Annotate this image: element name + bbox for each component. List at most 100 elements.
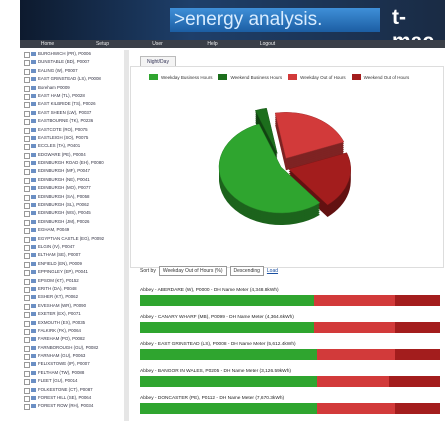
scrollbar[interactable] (124, 50, 129, 421)
meter-label: Abbey - CANARY WHARF (MB), P0099 - DH Na… (140, 315, 294, 320)
meter-label: Abbey - BANGOR IN WALES, P0205 - DH Name… (140, 369, 291, 374)
pie-slice (274, 112, 345, 159)
site-item[interactable]: EAST KILBRIDE (TS), P0026 (20, 100, 124, 109)
bar-segment (317, 403, 395, 414)
legend-item: Weekend Business Hours (218, 74, 282, 80)
meter-bar (140, 376, 440, 387)
site-item[interactable]: EPPINGLEY (EP), P0041 (20, 268, 124, 277)
pie-slice (218, 123, 321, 214)
pie-slice (254, 107, 278, 154)
site-item[interactable]: FARNHAM (GU), P0063 (20, 352, 124, 361)
site-item[interactable]: EASTCOTE (RO), P0075 (20, 126, 124, 134)
site-item[interactable]: EPSOM (KT), P0152 (20, 277, 124, 285)
site-item[interactable]: EDINBURGH (WS), P0045 (20, 209, 124, 218)
bar-segment (317, 349, 395, 360)
bar-segment (140, 349, 317, 360)
nav-item[interactable]: User (152, 41, 163, 47)
meter-bar (140, 349, 440, 360)
bar-segment (395, 322, 440, 333)
site-item[interactable]: Boreham P0009 (20, 84, 124, 92)
legend-label: Weekend Business Hours (230, 74, 283, 80)
sort-field[interactable]: Weekday Out of Hours (%) (158, 266, 227, 276)
sort-order[interactable]: Descending (229, 266, 264, 276)
legend-swatch (149, 74, 158, 80)
legend-swatch (218, 74, 228, 80)
legend-label: Weekend Out of Hours (363, 74, 410, 80)
site-item[interactable]: EALING (W), P0007 (20, 67, 124, 76)
legend-label: Weekday Business Hours (161, 74, 213, 80)
site-item[interactable]: ELTHAM (SE), P0007 (20, 251, 124, 260)
nav-item[interactable]: Home (40, 41, 55, 47)
bar-segment (395, 349, 440, 360)
legend-item: Weekend Out of Hours (351, 74, 410, 80)
product-title: >energy analysis. (170, 8, 380, 32)
site-item[interactable]: FAREHAM (PO), P0082 (20, 335, 124, 344)
meter-bar (140, 403, 440, 414)
site-item[interactable]: EDGWARE (PE), P0004 (20, 151, 124, 160)
main-panel: Night/Day Weekday Business Hours Weekend … (130, 50, 445, 421)
site-item[interactable]: ECCLES (TA), P0401 (20, 142, 124, 151)
meter-row: Abbey - BANGOR IN WALES, P0205 - DH Name… (140, 367, 440, 387)
bar-segment (389, 376, 440, 387)
site-item[interactable]: FLEET (GU), P0014 (20, 377, 124, 386)
meter-bar (140, 322, 440, 333)
meter-bar (140, 295, 440, 306)
site-item[interactable]: DUNSTABLE (BD), P0007 (20, 58, 124, 67)
meter-label: Abbey - EAST GRINSTEAD (LS), P0008 - DH … (140, 342, 296, 347)
nav-item[interactable]: Logout (259, 41, 276, 47)
site-item[interactable]: ESHER (KT), P0062 (20, 293, 124, 302)
meter-label: Abbey - ABERDARE (W), P0000 - DH Name Me… (140, 288, 279, 293)
site-item[interactable]: EDINBURGH (SL), P0062 (20, 201, 124, 210)
legend-item: Weekday Business Hours (149, 74, 212, 80)
legend-swatch (351, 74, 361, 80)
chart-panel: Weekday Business Hours Weekend Business H… (130, 66, 444, 268)
tab[interactable]: Night/Day (140, 56, 176, 67)
meter-row: Abbey - DONCASTER (PE), P0112 - DH Name … (140, 394, 440, 414)
site-item[interactable]: EASTLEIGH (SO), P0075 (20, 134, 124, 143)
site-item[interactable]: ELGIN (IV), P0047 (20, 243, 124, 252)
site-item[interactable]: EGHAM, P0049 (20, 226, 124, 235)
site-item[interactable]: EAST HAM (TL), P0028 (20, 92, 124, 101)
site-item[interactable]: EDINBURGH (JM), P0026 (20, 218, 124, 227)
site-item[interactable]: EDINBURGH (MO), P0077 (20, 184, 124, 193)
nav-item[interactable]: Help (207, 41, 218, 47)
legend: Weekday Business Hours Weekend Business H… (149, 74, 409, 80)
site-item[interactable]: EXETER (EX), P0071 (20, 310, 124, 319)
site-item[interactable]: EDINBURGH (SA), P0058 (20, 193, 124, 202)
legend-swatch (288, 74, 298, 80)
pie-side (255, 112, 278, 158)
header-banner: >energy analysis. t-mac (20, 0, 445, 53)
site-item[interactable]: FOREST ROW (RH), P0034 (20, 402, 124, 411)
site-item[interactable]: EDINBURGH (NE), P0041 (20, 176, 124, 185)
site-item[interactable]: BURGHWICH (PR), P0006 (20, 50, 124, 59)
site-item[interactable]: EASTBOURNE (TK), P0236 (20, 117, 124, 126)
site-item[interactable]: ERITH (DA), P0048 (20, 285, 124, 294)
bar-segment (140, 403, 317, 414)
site-item[interactable]: EDINBURGH ROAD (EH), P0080 (20, 159, 124, 168)
nav-item[interactable]: Setup (95, 41, 110, 47)
meter-row: Abbey - ABERDARE (W), P0000 - DH Name Me… (140, 286, 440, 306)
site-item[interactable]: FOREST HILL (SE), P0064 (20, 394, 124, 403)
bar-segment (395, 295, 440, 306)
site-item[interactable]: EAST GRINSTEAD (LS), P0008 (20, 75, 124, 84)
bar-segment (140, 295, 314, 306)
site-item[interactable]: ENFIELD (EN), P0009 (20, 260, 124, 269)
site-item[interactable]: FALKIRK (FK), P0064 (20, 327, 124, 336)
sort-controls: Sort by Weekday Out of Hours (%) Descend… (140, 266, 278, 276)
site-item[interactable]: FELTHAM (TW), P0088 (20, 369, 124, 378)
pie-side (255, 114, 278, 160)
site-item[interactable]: EXMOUTH (EX), P0035 (20, 319, 124, 327)
site-item[interactable]: EDINBURGH (MF), P0047 (20, 167, 124, 176)
bar-segment (317, 376, 389, 387)
load-button[interactable]: Load (266, 268, 279, 274)
bar-segment (314, 295, 395, 306)
site-item[interactable]: FELIXSTOWE (IP), P0007 (20, 360, 124, 369)
meter-label: Abbey - DONCASTER (PE), P0112 - DH Name … (140, 396, 285, 401)
site-item[interactable]: EVESHAM (WR), P0090 (20, 302, 124, 311)
site-item[interactable]: EAST SHEEN (LW), P0037 (20, 109, 124, 118)
site-item[interactable]: EGYPTIAN CASTLE (EG), P0092 (20, 235, 124, 243)
pie-chart (218, 107, 351, 225)
site-item[interactable]: FOLKESTONE (CT), P0087 (20, 386, 124, 395)
site-item[interactable]: FARNBOROUGH (GU), P0082 (20, 344, 124, 353)
